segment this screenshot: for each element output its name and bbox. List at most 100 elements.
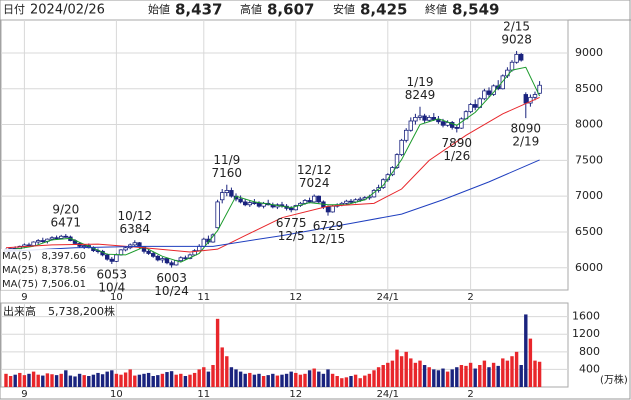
- volume-bar: [340, 378, 344, 387]
- volume-bar: [234, 369, 238, 387]
- legend-value: 8,378.56: [41, 265, 86, 276]
- date-label: 日付: [3, 3, 25, 16]
- volume-bar: [202, 367, 206, 387]
- volume-bar: [381, 365, 385, 387]
- candle-body: [486, 90, 492, 95]
- volume-bar: [459, 365, 464, 387]
- annotation-value: 7024: [299, 176, 330, 190]
- volume-bar: [358, 378, 362, 387]
- candle-body: [399, 139, 404, 156]
- candle-body: [472, 104, 478, 108]
- volume-bar: [225, 356, 229, 387]
- candle-body: [256, 202, 262, 207]
- candle-body: [330, 205, 335, 213]
- volume-bar: [110, 370, 114, 387]
- volume-bar: [450, 369, 454, 387]
- annotation-value: 6384: [120, 222, 151, 236]
- volume-bar: [160, 373, 165, 387]
- annotation-label: 12/5: [278, 229, 305, 243]
- volume-bar: [537, 361, 542, 387]
- legend-name: MA(5): [2, 251, 32, 262]
- y-tick-label: 7500: [575, 153, 603, 166]
- x-tick-label: 12: [289, 389, 302, 400]
- candle-body: [500, 75, 505, 90]
- x-tick-label: 24/1: [377, 389, 399, 400]
- volume-bar: [252, 374, 257, 387]
- annotation-label: 11/9: [213, 153, 240, 167]
- candle-body: [403, 129, 409, 141]
- candle-body: [436, 119, 441, 123]
- candle-body: [532, 94, 538, 98]
- volume-bar: [45, 373, 50, 387]
- volume-bar: [261, 376, 266, 387]
- candle-body: [325, 206, 331, 213]
- volume-bar: [418, 360, 422, 387]
- annotation-label: 1/19: [407, 75, 434, 89]
- volume-bar: [395, 349, 399, 387]
- volume-bar: [312, 368, 316, 387]
- volume-bar: [156, 375, 160, 387]
- volume-bar: [41, 375, 45, 387]
- price-panel: [0, 19, 569, 291]
- volume-bar: [372, 370, 376, 387]
- annotation-value: 9028: [501, 32, 532, 46]
- volume-bar: [169, 371, 174, 387]
- x-tick-label: 9: [21, 389, 27, 400]
- volume-bar: [59, 373, 63, 387]
- x-tick-label: 2: [467, 292, 473, 303]
- candle-body: [146, 250, 151, 254]
- candle-body: [426, 117, 432, 121]
- volume-bar: [128, 369, 132, 387]
- x-tick-label: 11: [197, 292, 210, 303]
- volume-tick-label: 800: [579, 345, 600, 358]
- candle-body: [183, 257, 188, 260]
- candle-body: [49, 237, 55, 240]
- volume-bar: [18, 372, 22, 387]
- annotation-value: 8090: [511, 122, 542, 136]
- volume-bar: [275, 375, 280, 387]
- volume-bar: [496, 365, 500, 387]
- volume-bar: [229, 367, 234, 387]
- candle-body: [36, 240, 41, 243]
- candle-body: [26, 244, 32, 247]
- legend-box: [1, 249, 87, 290]
- volume-bar: [404, 351, 408, 387]
- candle-body: [40, 240, 45, 242]
- volume-bar: [100, 374, 105, 387]
- volume-bar: [8, 376, 13, 387]
- volume-bar: [119, 374, 123, 387]
- candle-body: [316, 195, 321, 203]
- candle-body: [196, 245, 202, 252]
- candle-body: [215, 201, 220, 229]
- volume-bar: [326, 369, 330, 387]
- volume-bar: [468, 362, 473, 387]
- y-tick-label: 8500: [575, 82, 603, 95]
- volume-bar: [174, 374, 178, 387]
- volume-bar: [464, 365, 468, 387]
- volume-bar: [183, 376, 188, 387]
- candle-body: [229, 190, 234, 197]
- annotation-value: 6729: [313, 219, 344, 233]
- candle-body: [118, 249, 124, 256]
- candle-body: [519, 53, 524, 61]
- volume-bar: [422, 365, 427, 387]
- volume-bar: [409, 358, 413, 387]
- annotation-value: 8249: [405, 88, 436, 102]
- volume-bar: [303, 373, 307, 387]
- volume-bar: [294, 372, 298, 387]
- annotation-label: 2/19: [512, 135, 539, 149]
- volume-bar: [238, 371, 243, 387]
- volume-bar: [206, 371, 211, 387]
- volume-bar: [36, 374, 40, 387]
- volume-bar: [266, 375, 270, 387]
- candle-body: [311, 195, 317, 203]
- volume-bar: [133, 375, 137, 387]
- volume-bar: [73, 376, 77, 387]
- candle-body: [454, 127, 459, 129]
- candle-body: [178, 257, 183, 262]
- date: 2024/02/26: [30, 3, 105, 18]
- candle-body: [238, 198, 243, 203]
- candle-body: [302, 200, 308, 204]
- ma-line: [5, 96, 540, 253]
